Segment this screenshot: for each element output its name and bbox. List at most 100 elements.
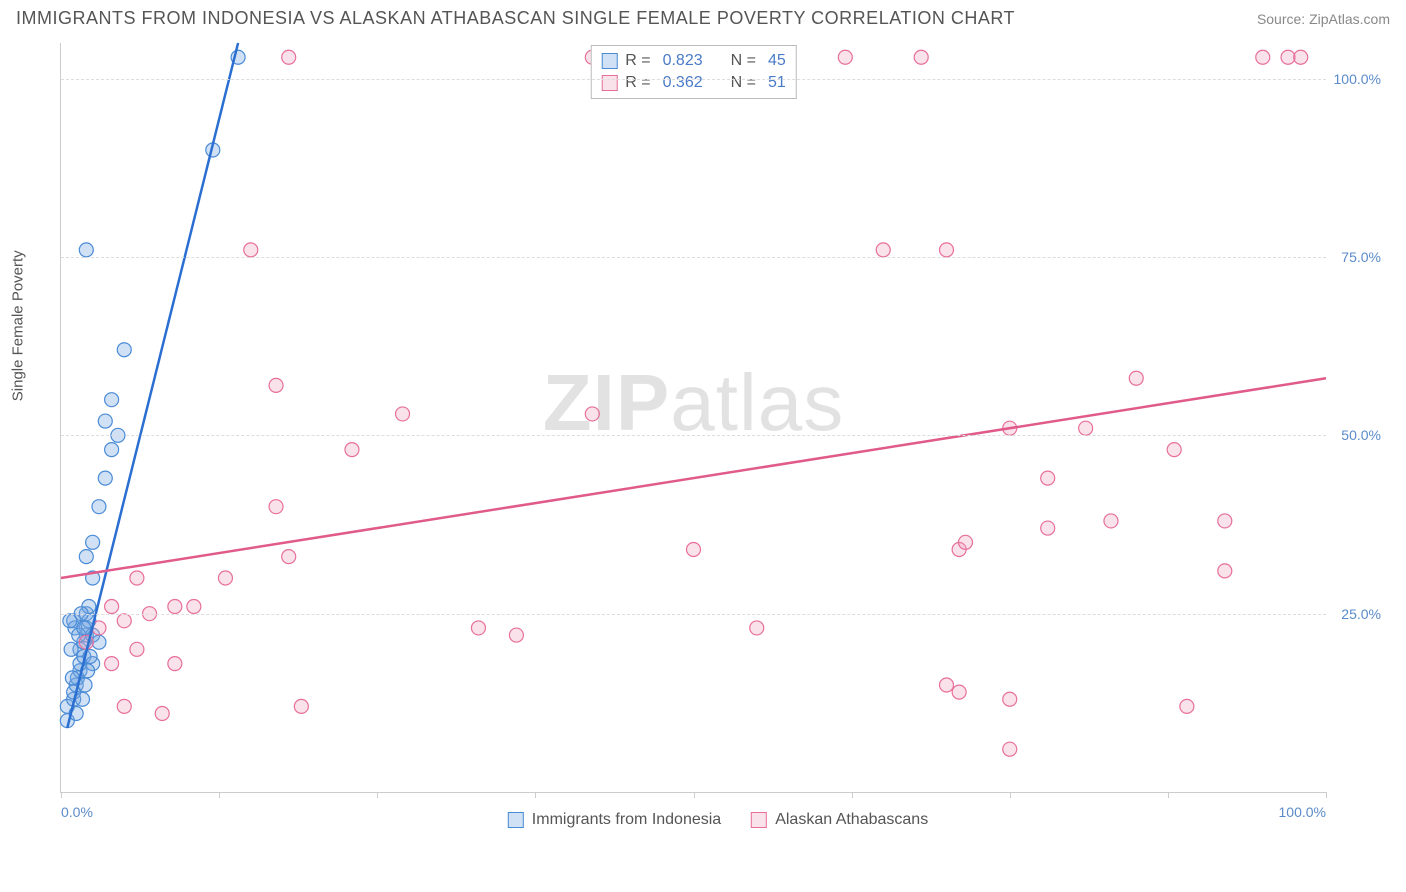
data-point [471,621,485,635]
x-tick-label: 100.0% [1279,804,1326,820]
data-point [117,343,131,357]
r-label-0: R = [625,52,650,70]
r-label-1: R = [625,74,650,92]
data-point [79,243,93,257]
swatch-series-0 [601,53,617,69]
chart-container: Single Female Poverty ZIPatlas R = 0.823… [50,43,1386,833]
data-point [1041,521,1055,535]
data-point [64,642,78,656]
data-point [105,600,119,614]
data-point [187,600,201,614]
data-point [940,243,954,257]
data-point [98,414,112,428]
legend-label-0: Immigrants from Indonesia [532,811,721,829]
gridline [61,79,1326,80]
data-point [105,443,119,457]
data-point [1281,50,1295,64]
y-axis-label: Single Female Poverty [10,250,27,401]
y-tick-label: 75.0% [1341,249,1381,265]
x-tick [1168,792,1169,798]
data-point [940,678,954,692]
data-point [244,243,258,257]
legend-label-1: Alaskan Athabascans [775,811,928,829]
gridline [61,435,1326,436]
chart-title: IMMIGRANTS FROM INDONESIA VS ALASKAN ATH… [16,8,1015,29]
data-point [105,657,119,671]
data-point [345,443,359,457]
data-point [1129,371,1143,385]
data-point [77,621,91,635]
y-tick-label: 25.0% [1341,606,1381,622]
x-tick [1010,792,1011,798]
r-value-0: 0.823 [663,52,703,70]
data-point [396,407,410,421]
scatter-plot-svg [61,43,1326,792]
data-point [117,614,131,628]
data-point [1167,443,1181,457]
data-point [218,571,232,585]
swatch-bottom-0 [508,812,524,828]
data-point [63,614,77,628]
data-point [585,407,599,421]
n-label-1: N = [731,74,756,92]
data-point [1256,50,1270,64]
data-point [1003,742,1017,756]
data-point [509,628,523,642]
data-point [76,692,90,706]
data-point [876,243,890,257]
source-attribution: Source: ZipAtlas.com [1257,11,1390,27]
correlation-legend: R = 0.823 N = 45 R = 0.362 N = 51 [590,45,797,99]
data-point [1104,514,1118,528]
legend-item-0: Immigrants from Indonesia [508,811,721,829]
data-point [1218,564,1232,578]
n-value-0: 45 [768,52,786,70]
trend-line [67,43,238,728]
data-point [1294,50,1308,64]
data-point [952,685,966,699]
swatch-bottom-1 [751,812,767,828]
x-tick [219,792,220,798]
y-tick-label: 100.0% [1334,71,1381,87]
data-point [914,50,928,64]
data-point [838,50,852,64]
data-point [687,542,701,556]
x-tick [535,792,536,798]
data-point [98,471,112,485]
data-point [294,699,308,713]
data-point [282,50,296,64]
gridline [61,257,1326,258]
source-label: Source: [1257,11,1309,27]
legend-row-series-1: R = 0.362 N = 51 [601,72,786,94]
data-point [117,699,131,713]
data-point [168,600,182,614]
source-value: ZipAtlas.com [1309,11,1390,27]
x-tick [377,792,378,798]
header: IMMIGRANTS FROM INDONESIA VS ALASKAN ATH… [0,0,1406,33]
data-point [130,642,144,656]
data-point [79,550,93,564]
series-legend: Immigrants from Indonesia Alaskan Athaba… [508,811,928,829]
data-point [1003,692,1017,706]
data-point [168,657,182,671]
data-point [269,378,283,392]
x-tick [694,792,695,798]
data-point [269,500,283,514]
n-value-1: 51 [768,74,786,92]
data-point [130,571,144,585]
data-point [155,707,169,721]
y-tick-label: 50.0% [1341,427,1381,443]
x-tick [61,792,62,798]
r-value-1: 0.362 [663,74,703,92]
x-tick-label: 0.0% [61,804,93,820]
plot-area: ZIPatlas R = 0.823 N = 45 R = 0.362 N = … [60,43,1326,793]
legend-item-1: Alaskan Athabascans [751,811,928,829]
swatch-series-1 [601,75,617,91]
data-point [1218,514,1232,528]
data-point [86,535,100,549]
n-label-0: N = [731,52,756,70]
data-point [750,621,764,635]
data-point [92,635,106,649]
data-point [282,550,296,564]
x-tick [1326,792,1327,798]
data-point [1180,699,1194,713]
